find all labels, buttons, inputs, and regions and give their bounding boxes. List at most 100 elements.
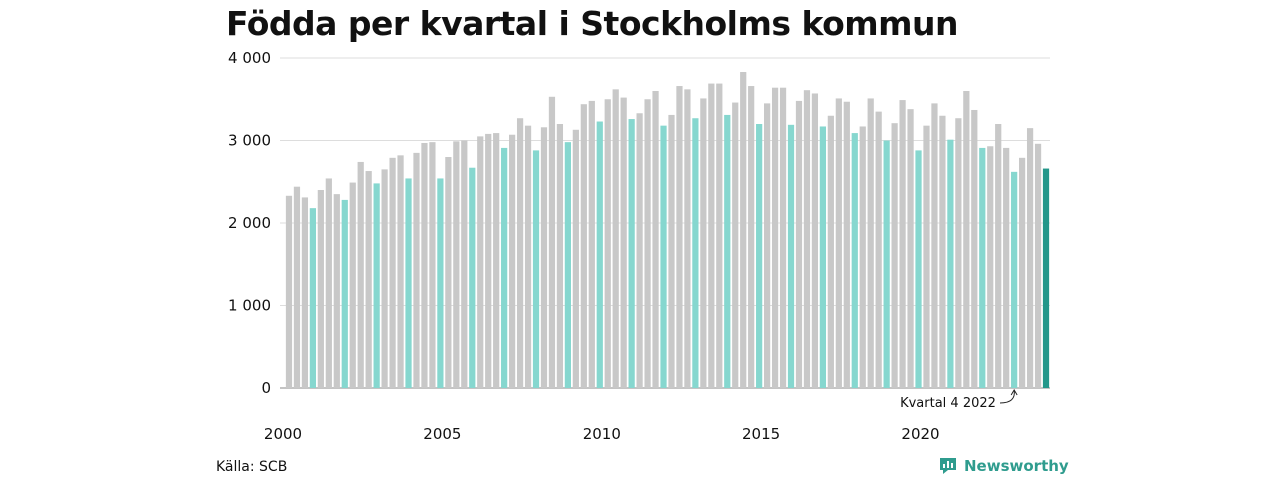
- bar: [636, 113, 643, 389]
- bar: [644, 99, 651, 388]
- newsworthy-logo-icon: [940, 458, 956, 474]
- bar: [604, 99, 611, 388]
- bar: [1026, 128, 1034, 389]
- bar: [453, 141, 460, 388]
- bar: [1003, 147, 1010, 388]
- bar: [461, 140, 468, 388]
- bar: [493, 133, 500, 388]
- bar: [1019, 157, 1026, 388]
- bar: [859, 126, 866, 388]
- bar: [891, 123, 898, 389]
- chart-title: Födda per kvartal i Stockholms kommun: [226, 4, 959, 43]
- bar: [341, 199, 348, 388]
- brand-name: Newsworthy: [964, 457, 1069, 475]
- x-tick-label: 2015: [742, 425, 780, 443]
- x-tick-label: 2020: [901, 425, 939, 443]
- bar: [771, 87, 779, 388]
- bar: [317, 190, 324, 388]
- y-tick-label: 1 000: [228, 297, 271, 315]
- bar: [572, 129, 579, 388]
- annotation-arrow: [999, 389, 1015, 404]
- bar: [564, 142, 571, 388]
- bar: [827, 115, 834, 388]
- bar: [971, 109, 978, 388]
- bar: [795, 100, 803, 389]
- bar: [509, 134, 516, 388]
- bar: [628, 119, 635, 389]
- bar: [779, 87, 787, 388]
- bar: [1034, 143, 1042, 388]
- bar: [700, 98, 707, 389]
- bar: [301, 197, 309, 388]
- bar: [293, 186, 301, 388]
- x-tick-label: 2000: [264, 425, 302, 443]
- bar: [764, 103, 771, 389]
- bar: [915, 150, 922, 388]
- bar: [652, 91, 659, 388]
- x-axis-ticks: 2000 2005 2010 2015 2020: [264, 425, 940, 443]
- bar: [397, 155, 404, 388]
- bar: [748, 86, 755, 389]
- bar: [899, 100, 906, 388]
- y-tick-label: 2 000: [228, 214, 271, 232]
- bar: [787, 124, 795, 388]
- bar: [923, 125, 930, 389]
- bar: [381, 169, 388, 389]
- bar: [532, 150, 540, 388]
- bar: [540, 127, 548, 389]
- bar: [477, 136, 484, 388]
- bar: [620, 97, 627, 388]
- bar: [325, 178, 332, 388]
- bar: [660, 125, 667, 389]
- annotation-label: Kvartal 4 2022: [900, 396, 996, 411]
- bar: [668, 114, 675, 389]
- x-tick-label: 2005: [423, 425, 461, 443]
- bar: [724, 114, 731, 389]
- bar: [819, 126, 826, 388]
- bar: [429, 142, 436, 388]
- bar: [373, 183, 380, 388]
- bar: [445, 157, 452, 388]
- bar: [485, 133, 492, 388]
- bar: [963, 91, 970, 388]
- bar: [740, 72, 747, 389]
- bar: [708, 83, 715, 388]
- bar: [835, 98, 842, 389]
- bar: [716, 83, 723, 388]
- bar: [349, 182, 356, 388]
- y-tick-label: 0: [261, 379, 271, 397]
- bar: [596, 121, 603, 389]
- bar: [995, 124, 1002, 388]
- bar: [285, 195, 293, 388]
- bar: [333, 194, 340, 389]
- bar: [469, 167, 476, 388]
- bar: [907, 109, 914, 389]
- bar: [1011, 171, 1018, 388]
- bar: [1042, 168, 1050, 388]
- bar: [516, 118, 524, 388]
- bar: [811, 93, 819, 388]
- brand-logo: Newsworthy: [938, 456, 1069, 476]
- bar: [612, 89, 619, 388]
- bar: [580, 104, 587, 388]
- bar: [883, 140, 890, 388]
- bar: [309, 208, 316, 388]
- bar: [732, 102, 739, 389]
- bar: [843, 101, 850, 388]
- bar: [987, 146, 994, 388]
- bar: [867, 98, 874, 389]
- annotation: Kvartal 4 2022: [900, 389, 1018, 411]
- bar: [875, 111, 882, 389]
- bar: [692, 118, 699, 388]
- bar: [851, 133, 858, 388]
- bar: [684, 89, 691, 388]
- y-axis-ticks: 0 1 000 2 000 3 000 4 000: [228, 49, 271, 397]
- bar: [365, 171, 372, 388]
- bar: [405, 178, 412, 388]
- y-tick-label: 4 000: [228, 49, 271, 67]
- bar: [556, 124, 564, 388]
- annotation-arrowhead: [1010, 389, 1018, 396]
- bar: [955, 118, 962, 388]
- bar: [931, 103, 938, 389]
